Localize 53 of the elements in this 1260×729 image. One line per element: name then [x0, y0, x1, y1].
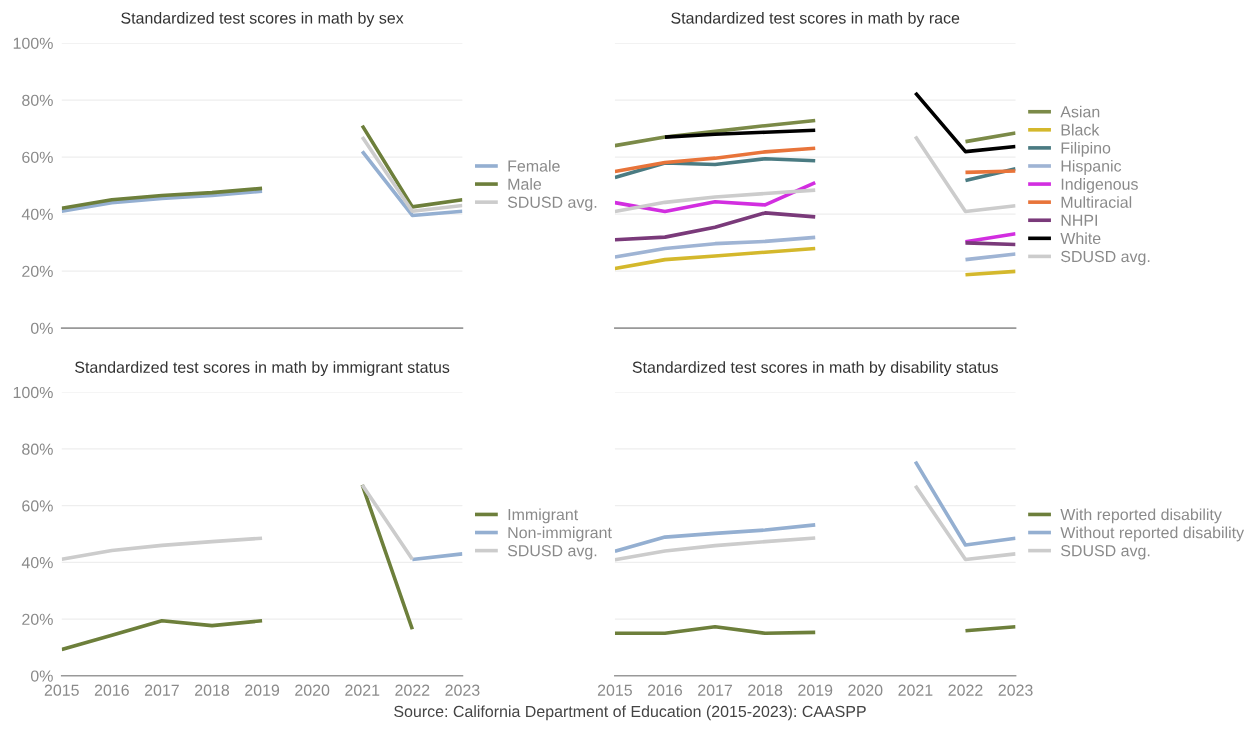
x-tick-label: 2019 — [798, 684, 833, 696]
legend-label: NHPI — [1061, 214, 1097, 226]
x-tick-label: 2017 — [144, 684, 179, 696]
legend-label: Male — [508, 178, 542, 190]
x-tick-label: 2019 — [245, 684, 280, 696]
x-tick-label: 2021 — [898, 684, 933, 696]
legend-label: Filipino — [1061, 141, 1111, 157]
legend-label: White — [1060, 232, 1101, 245]
y-tick-label: 40% — [21, 556, 53, 569]
x-tick-label: 2021 — [345, 684, 380, 696]
y-tick-label: 40% — [21, 208, 53, 220]
y-tick-label: 100% — [13, 37, 53, 49]
legend-label: SDUSD avg. — [1061, 250, 1150, 266]
legend-label: Non-immigrant — [508, 526, 612, 542]
source-note: Source: California Department of Education (2015-2023): CAASPP — [394, 705, 866, 721]
x-tick-label: 2015 — [597, 684, 632, 696]
chart-title: Standardized test scores in math by immigrant status — [75, 361, 450, 377]
legend-label: Indigenous — [1061, 178, 1138, 193]
y-tick-label: 80% — [22, 443, 53, 455]
x-tick-label: 2020 — [295, 684, 330, 696]
x-tick-label: 2022 — [948, 684, 983, 696]
y-tick-label: 20% — [22, 613, 53, 626]
y-tick-label: 0% — [30, 670, 53, 682]
legend-label: SDUSD avg. — [507, 196, 597, 212]
legend-label: Black — [1061, 123, 1100, 136]
chart-title: Standardized test scores in math by sex — [121, 11, 404, 27]
y-tick-label: 0% — [30, 322, 53, 334]
legend-label: Without reported disability — [1060, 526, 1245, 542]
x-tick-label: 2017 — [698, 684, 733, 696]
x-tick-label: 2016 — [94, 684, 129, 696]
x-tick-label: 2015 — [44, 684, 79, 696]
x-tick-label: 2023 — [445, 684, 480, 696]
legend-label: With reported disability — [1060, 508, 1222, 524]
x-tick-label: 2022 — [395, 684, 430, 696]
legend-label: Immigrant — [508, 508, 579, 524]
legend-label: Multiracial — [1061, 196, 1132, 208]
y-tick-label: 60% — [22, 500, 53, 512]
y-tick-label: 80% — [22, 94, 53, 106]
y-tick-label: 100% — [13, 386, 53, 399]
x-tick-label: 2018 — [748, 684, 783, 696]
x-tick-label: 2023 — [998, 684, 1033, 696]
chart-title: Standardized test scores in math by disability status — [632, 361, 998, 377]
chart-title: Standardized test scores in math by race — [671, 11, 960, 27]
legend-label: SDUSD avg. — [1061, 545, 1150, 560]
legend-label: SDUSD avg. — [507, 545, 597, 560]
y-tick-label: 20% — [22, 265, 53, 277]
y-tick-label: 60% — [22, 151, 53, 163]
legend-label: Female — [508, 160, 560, 172]
legend-label: Hispanic — [1061, 160, 1122, 175]
x-tick-label: 2016 — [648, 684, 683, 696]
x-tick-label: 2020 — [848, 684, 883, 696]
x-tick-label: 2018 — [195, 684, 230, 696]
legend-label: Asian — [1060, 105, 1100, 118]
